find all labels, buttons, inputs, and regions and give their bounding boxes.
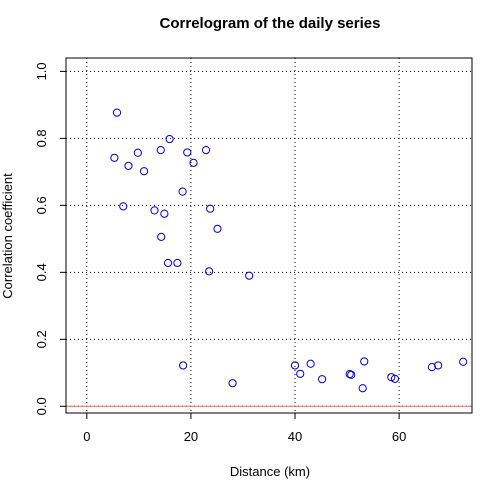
data-point-29 — [358, 384, 367, 393]
y-tick-label-3: 0.6 — [34, 196, 49, 214]
data-points — [110, 108, 468, 393]
x-tick-label-0: 0 — [83, 429, 90, 444]
data-point-32 — [390, 374, 400, 383]
data-point-1 — [110, 153, 119, 162]
data-point-11 — [165, 134, 174, 144]
data-point-15 — [183, 148, 192, 157]
data-point-5 — [139, 167, 149, 176]
data-point-34 — [434, 361, 443, 370]
data-point-24 — [296, 369, 305, 378]
chart-title: Correlogram of the daily series — [160, 15, 381, 32]
data-point-35 — [459, 357, 468, 366]
y-tick-label-0: 0.0 — [34, 397, 49, 415]
data-point-33 — [427, 363, 437, 372]
y-axis: 0.0 0.2 0.4 0.6 0.8 1.0 — [34, 62, 66, 415]
x-tick-label-3: 60 — [392, 429, 406, 444]
data-point-20 — [213, 224, 222, 233]
data-point-14 — [179, 361, 188, 370]
data-point-3 — [124, 161, 133, 170]
data-point-0 — [112, 108, 122, 117]
x-tick-label-1: 20 — [184, 429, 198, 444]
data-point-16 — [189, 158, 198, 167]
x-axis: 0 20 40 60 — [83, 413, 406, 444]
data-point-7 — [156, 145, 165, 155]
data-point-21 — [228, 379, 237, 388]
data-point-17 — [201, 145, 211, 155]
data-point-10 — [163, 258, 173, 268]
y-tick-label-1: 0.2 — [34, 330, 49, 348]
data-point-12 — [173, 258, 182, 268]
data-point-22 — [245, 271, 254, 280]
plot-frame — [65, 57, 473, 414]
data-point-18 — [205, 267, 214, 276]
y-tick-label-2: 0.4 — [34, 263, 49, 281]
data-point-13 — [178, 187, 187, 196]
data-point-4 — [133, 148, 142, 157]
x-axis-label: Distance (km) — [230, 464, 310, 479]
data-point-25 — [306, 359, 315, 368]
data-point-23 — [290, 361, 300, 370]
data-point-31 — [387, 373, 396, 382]
data-point-6 — [150, 206, 159, 215]
data-point-26 — [317, 375, 327, 384]
y-tick-label-4: 0.8 — [34, 129, 49, 147]
grid — [66, 58, 472, 413]
data-point-2 — [119, 202, 128, 211]
data-point-8 — [157, 232, 166, 241]
x-tick-label-2: 40 — [288, 429, 302, 444]
y-tick-label-5: 1.0 — [34, 62, 49, 80]
data-point-9 — [160, 209, 169, 218]
data-point-30 — [360, 357, 369, 366]
data-point-28 — [347, 370, 356, 379]
y-axis-label: Correlation coefficient — [0, 173, 15, 299]
data-point-19 — [206, 204, 215, 213]
